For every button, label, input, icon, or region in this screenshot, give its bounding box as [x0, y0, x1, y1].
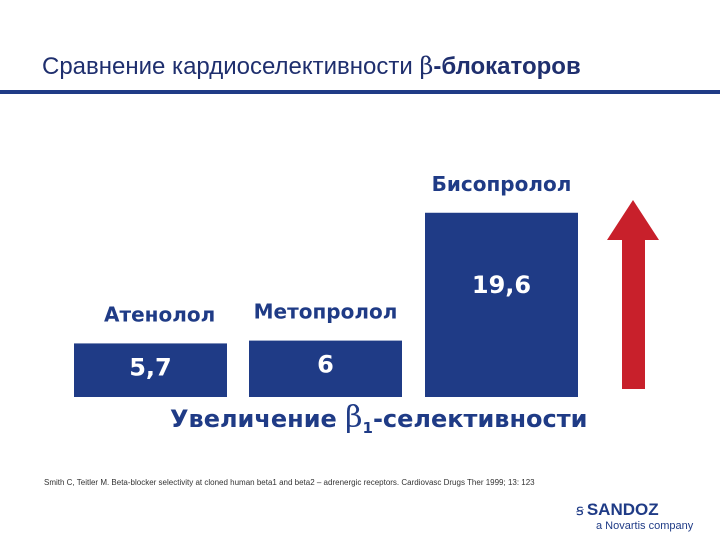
- xlabel-suffix: -селективности: [372, 405, 588, 433]
- xlabel-beta: β: [345, 400, 363, 435]
- x-axis-label: Увеличение β1-селективности: [170, 400, 587, 437]
- category-label-1: Атенолол: [104, 302, 215, 326]
- title-prefix: Сравнение кардиоселективности: [42, 53, 420, 80]
- sandoz-mark-icon: ꞩ: [576, 501, 584, 519]
- category-label-2: Метопролол: [254, 300, 398, 324]
- bar-2: [249, 340, 402, 397]
- category-label-3: Бисопролол: [432, 172, 572, 196]
- logo-text: SANDOZ: [586, 500, 659, 519]
- value-label-1: 5,7: [129, 353, 172, 381]
- title-suffix: -блокаторов: [433, 53, 581, 80]
- bar-3: [425, 212, 578, 397]
- slide-title: Сравнение кардиоселективности β-блокатор…: [42, 52, 692, 81]
- source-citation: Smith C, Teitler M. Beta-blocker selecti…: [44, 478, 535, 487]
- value-label-3: 19,6: [472, 271, 531, 299]
- title-beta: β: [419, 52, 434, 80]
- title-rule: [0, 90, 720, 94]
- up-arrow-icon: [607, 200, 659, 389]
- xlabel-prefix: Увеличение: [170, 405, 346, 433]
- logo-subtitle: a Novartis company: [596, 520, 694, 532]
- sandoz-logo: ꞩ SANDOZ a Novartis company: [576, 500, 694, 536]
- value-label-2: 6: [317, 351, 334, 379]
- xlabel-sub: 1: [362, 418, 373, 437]
- bar-1: [74, 343, 227, 397]
